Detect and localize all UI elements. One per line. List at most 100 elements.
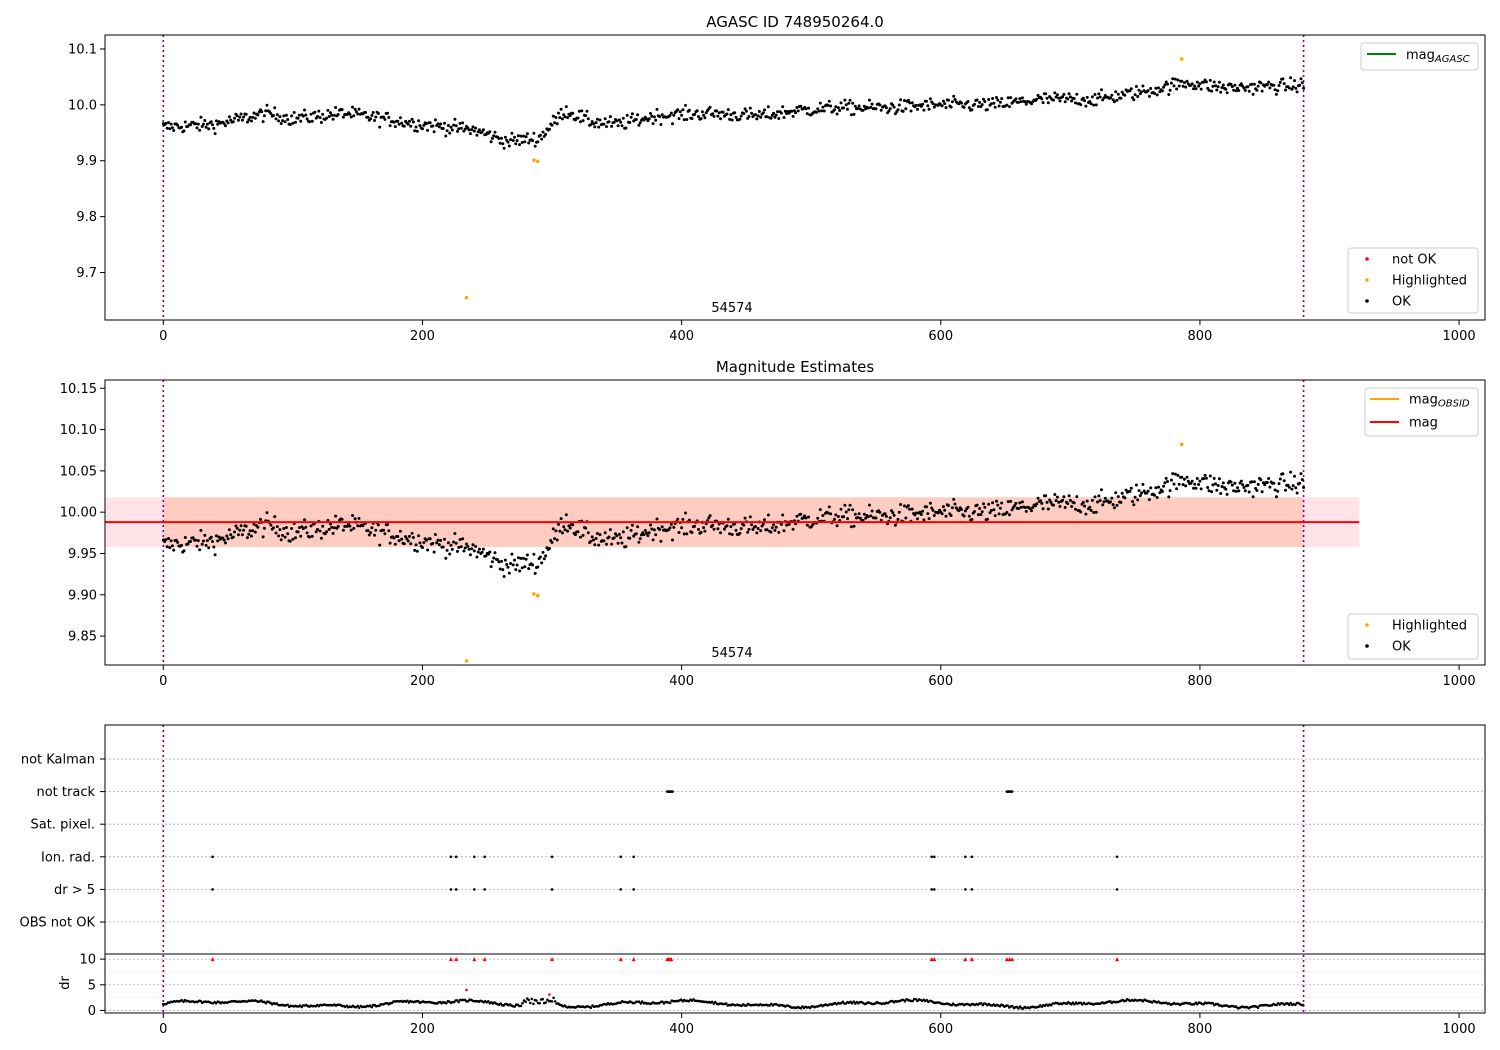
p3-dr-point bbox=[1049, 1003, 1053, 1007]
p3-dr-clipped-marker-6 bbox=[618, 957, 623, 962]
p2-ok-point-139 bbox=[341, 528, 345, 532]
p1-ok-point-345 bbox=[608, 115, 612, 119]
p2-ok-point-830 bbox=[1237, 489, 1241, 493]
p1-ok-point-544 bbox=[866, 106, 870, 110]
p2-ok-point-260 bbox=[498, 567, 502, 571]
p1-ok-point-139 bbox=[341, 115, 345, 119]
p2-ok-point-879 bbox=[1300, 478, 1304, 482]
p1-ok-point-198 bbox=[418, 124, 422, 128]
p2-ok-point-344 bbox=[607, 535, 611, 539]
p2-ok-point-715 bbox=[1088, 505, 1092, 509]
p2-ok-point-471 bbox=[772, 523, 776, 527]
p1-ok-point-221 bbox=[448, 131, 452, 135]
p1-ok-point-606 bbox=[947, 98, 950, 102]
p1-line-legend-box bbox=[1360, 42, 1479, 71]
p2-ok-point-228 bbox=[457, 545, 461, 549]
p2-ok-point-842 bbox=[1252, 480, 1256, 484]
p1-ok-point-446 bbox=[739, 114, 743, 118]
p3-dr-point bbox=[1079, 1001, 1082, 1005]
p3-flag-label-5: OBS not OK bbox=[20, 916, 96, 931]
p1-ok-point-858 bbox=[1273, 88, 1277, 92]
p2-ok-point-670 bbox=[1030, 509, 1033, 513]
p1-ok-point-546 bbox=[869, 105, 873, 109]
p2-ok-point-160 bbox=[369, 531, 373, 535]
p1-ok-point-336 bbox=[597, 125, 601, 129]
p3-flag-label-0: not Kalman bbox=[21, 753, 95, 768]
p2-ok-point-632 bbox=[980, 510, 984, 514]
p2-ok-point-663 bbox=[1020, 500, 1024, 504]
p2-ok-point-61 bbox=[240, 533, 244, 537]
p2-legend-point-swatch-0 bbox=[1365, 623, 1369, 627]
p2-ok-point-461 bbox=[759, 529, 763, 533]
p1-ok-point-252 bbox=[488, 130, 492, 134]
p2-ok-point-698 bbox=[1066, 502, 1070, 506]
p2-ok-point-762 bbox=[1149, 486, 1153, 490]
p1-ok-point-228 bbox=[457, 127, 461, 131]
p1-ok-point-311 bbox=[564, 105, 568, 109]
p1-ok-point-256 bbox=[493, 130, 497, 134]
p2-ok-point-544 bbox=[866, 515, 870, 519]
p1-ok-point-70 bbox=[252, 111, 256, 115]
p1-ok-point-530 bbox=[848, 98, 852, 102]
p1-ok-point-230 bbox=[459, 126, 463, 130]
p2-ok-point-642 bbox=[993, 514, 997, 518]
p3-flag-point-4-11 bbox=[970, 888, 974, 891]
p2-ok-point-733 bbox=[1111, 503, 1115, 507]
p1-ok-point-626 bbox=[973, 102, 976, 106]
p1-ok-point-554 bbox=[879, 108, 883, 112]
p2-ok-point-515 bbox=[829, 512, 833, 516]
p1-ok-point-450 bbox=[744, 109, 748, 113]
p1-ok-point-223 bbox=[450, 128, 454, 132]
p2-ok-point-335 bbox=[595, 532, 599, 535]
p2-ok-point-525 bbox=[842, 515, 846, 519]
p1-ok-point-384 bbox=[659, 123, 663, 126]
p1-ok-point-523 bbox=[839, 101, 843, 105]
p2-ok-point-531 bbox=[849, 525, 853, 529]
p1-ok-point-601 bbox=[940, 104, 944, 108]
p2-ok-point-756 bbox=[1141, 482, 1145, 486]
p1-ok-point-293 bbox=[541, 130, 545, 134]
p1-ok-point-508 bbox=[820, 109, 824, 113]
p2-ok-point-751 bbox=[1134, 483, 1138, 487]
p2-ok-point-324 bbox=[581, 533, 585, 537]
p1-ok-point-696 bbox=[1063, 100, 1067, 104]
p2-ok-point-582 bbox=[916, 517, 919, 521]
p2-point-legend-box bbox=[1347, 613, 1479, 660]
p1-ok-point-120 bbox=[317, 109, 321, 113]
p2-ok-point-366 bbox=[636, 525, 640, 529]
p1-ok-point-844 bbox=[1255, 88, 1259, 92]
p2-ok-point-435 bbox=[725, 524, 729, 528]
p2-ok-point-133 bbox=[334, 514, 338, 518]
p3-dr-clipped-marker-7 bbox=[631, 957, 636, 962]
p1-ok-point-486 bbox=[791, 114, 795, 118]
p1-ok-point-683 bbox=[1046, 101, 1050, 105]
p1-ok-point-397 bbox=[676, 108, 680, 112]
p2-xtick-label-0: 0 bbox=[159, 674, 167, 689]
p1-ok-point-795 bbox=[1192, 87, 1195, 91]
p2-ok-point-449 bbox=[743, 516, 747, 520]
p1-ok-point-264 bbox=[503, 135, 507, 139]
p2-ok-point-38 bbox=[211, 540, 214, 543]
p2-ok-point-645 bbox=[997, 512, 1001, 516]
p1-ok-point-740 bbox=[1120, 90, 1124, 94]
p2-ok-point-657 bbox=[1013, 504, 1017, 508]
p1-ok-point-147 bbox=[352, 114, 356, 118]
p1-ok-point-611 bbox=[953, 97, 957, 101]
p2-ok-point-88 bbox=[275, 525, 279, 529]
p2-ok-point-253 bbox=[489, 565, 493, 569]
p2-ok-point-278 bbox=[522, 556, 525, 560]
p2-ok-point-489 bbox=[795, 514, 799, 518]
p3-dr-clipped-marker-12 bbox=[929, 957, 934, 962]
p1-ok-point-255 bbox=[492, 134, 496, 138]
p1-ok-point-547 bbox=[870, 102, 874, 106]
p1-ok-point-687 bbox=[1052, 98, 1055, 102]
p2-ok-point-513 bbox=[826, 511, 830, 515]
p1-ok-point-528 bbox=[846, 107, 849, 111]
p2-ok-point-422 bbox=[708, 514, 712, 518]
p1-ok-point-742 bbox=[1123, 93, 1127, 97]
p1-ok-point-772 bbox=[1162, 85, 1166, 89]
p2-ok-point-593 bbox=[930, 506, 934, 510]
p1-ok-point-96 bbox=[286, 118, 290, 121]
p1-ok-point-708 bbox=[1079, 103, 1083, 107]
p2-ok-point-138 bbox=[340, 517, 344, 521]
